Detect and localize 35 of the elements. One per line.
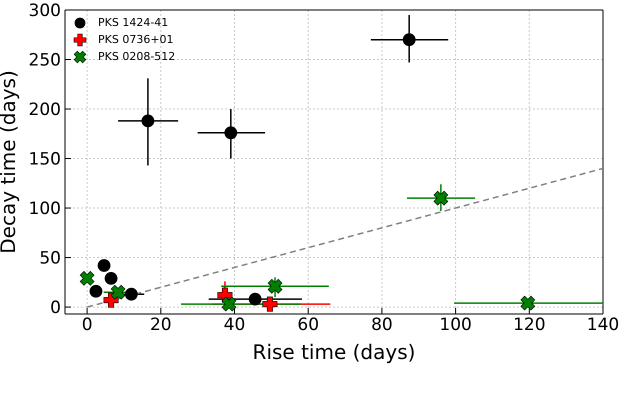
point [142,114,154,128]
point [90,284,102,298]
legend-label: PKS 0208-512 [98,49,176,65]
point [98,259,110,272]
point [434,190,448,206]
point [268,278,282,294]
x-tick-label: 100 [439,315,472,336]
legend-label: PKS 0736+01 [98,32,174,48]
point [248,292,262,306]
y-tick-label: 150 [28,150,61,170]
x-tick-label: 140 [586,315,620,336]
point [222,296,236,312]
y-tick-label: 300 [28,1,61,22]
x-tick-label: 60 [297,315,320,336]
x-tick-label: 120 [513,315,546,336]
point [104,272,118,285]
x-tick-label: 0 [82,315,93,336]
point [110,284,126,300]
y-tick-label: 50 [39,248,61,269]
y-tick-label: 250 [28,50,61,71]
point [80,271,94,286]
legend-label: PKS 1424-41 [98,15,168,31]
point [402,33,416,46]
y-tick-label: 100 [28,199,61,220]
x-axis-title: Rise time (days) [252,340,416,364]
point [262,296,278,312]
y-tick-label: 200 [28,100,61,120]
x-tick-label: 20 [150,315,172,336]
y-tick-label: 0 [50,298,61,318]
y-axis-title: Decay time (days) [0,70,20,254]
point [124,288,138,301]
point [224,126,238,140]
x-tick-label: 40 [224,315,246,336]
point [520,296,536,310]
x-tick-label: 80 [371,315,393,336]
